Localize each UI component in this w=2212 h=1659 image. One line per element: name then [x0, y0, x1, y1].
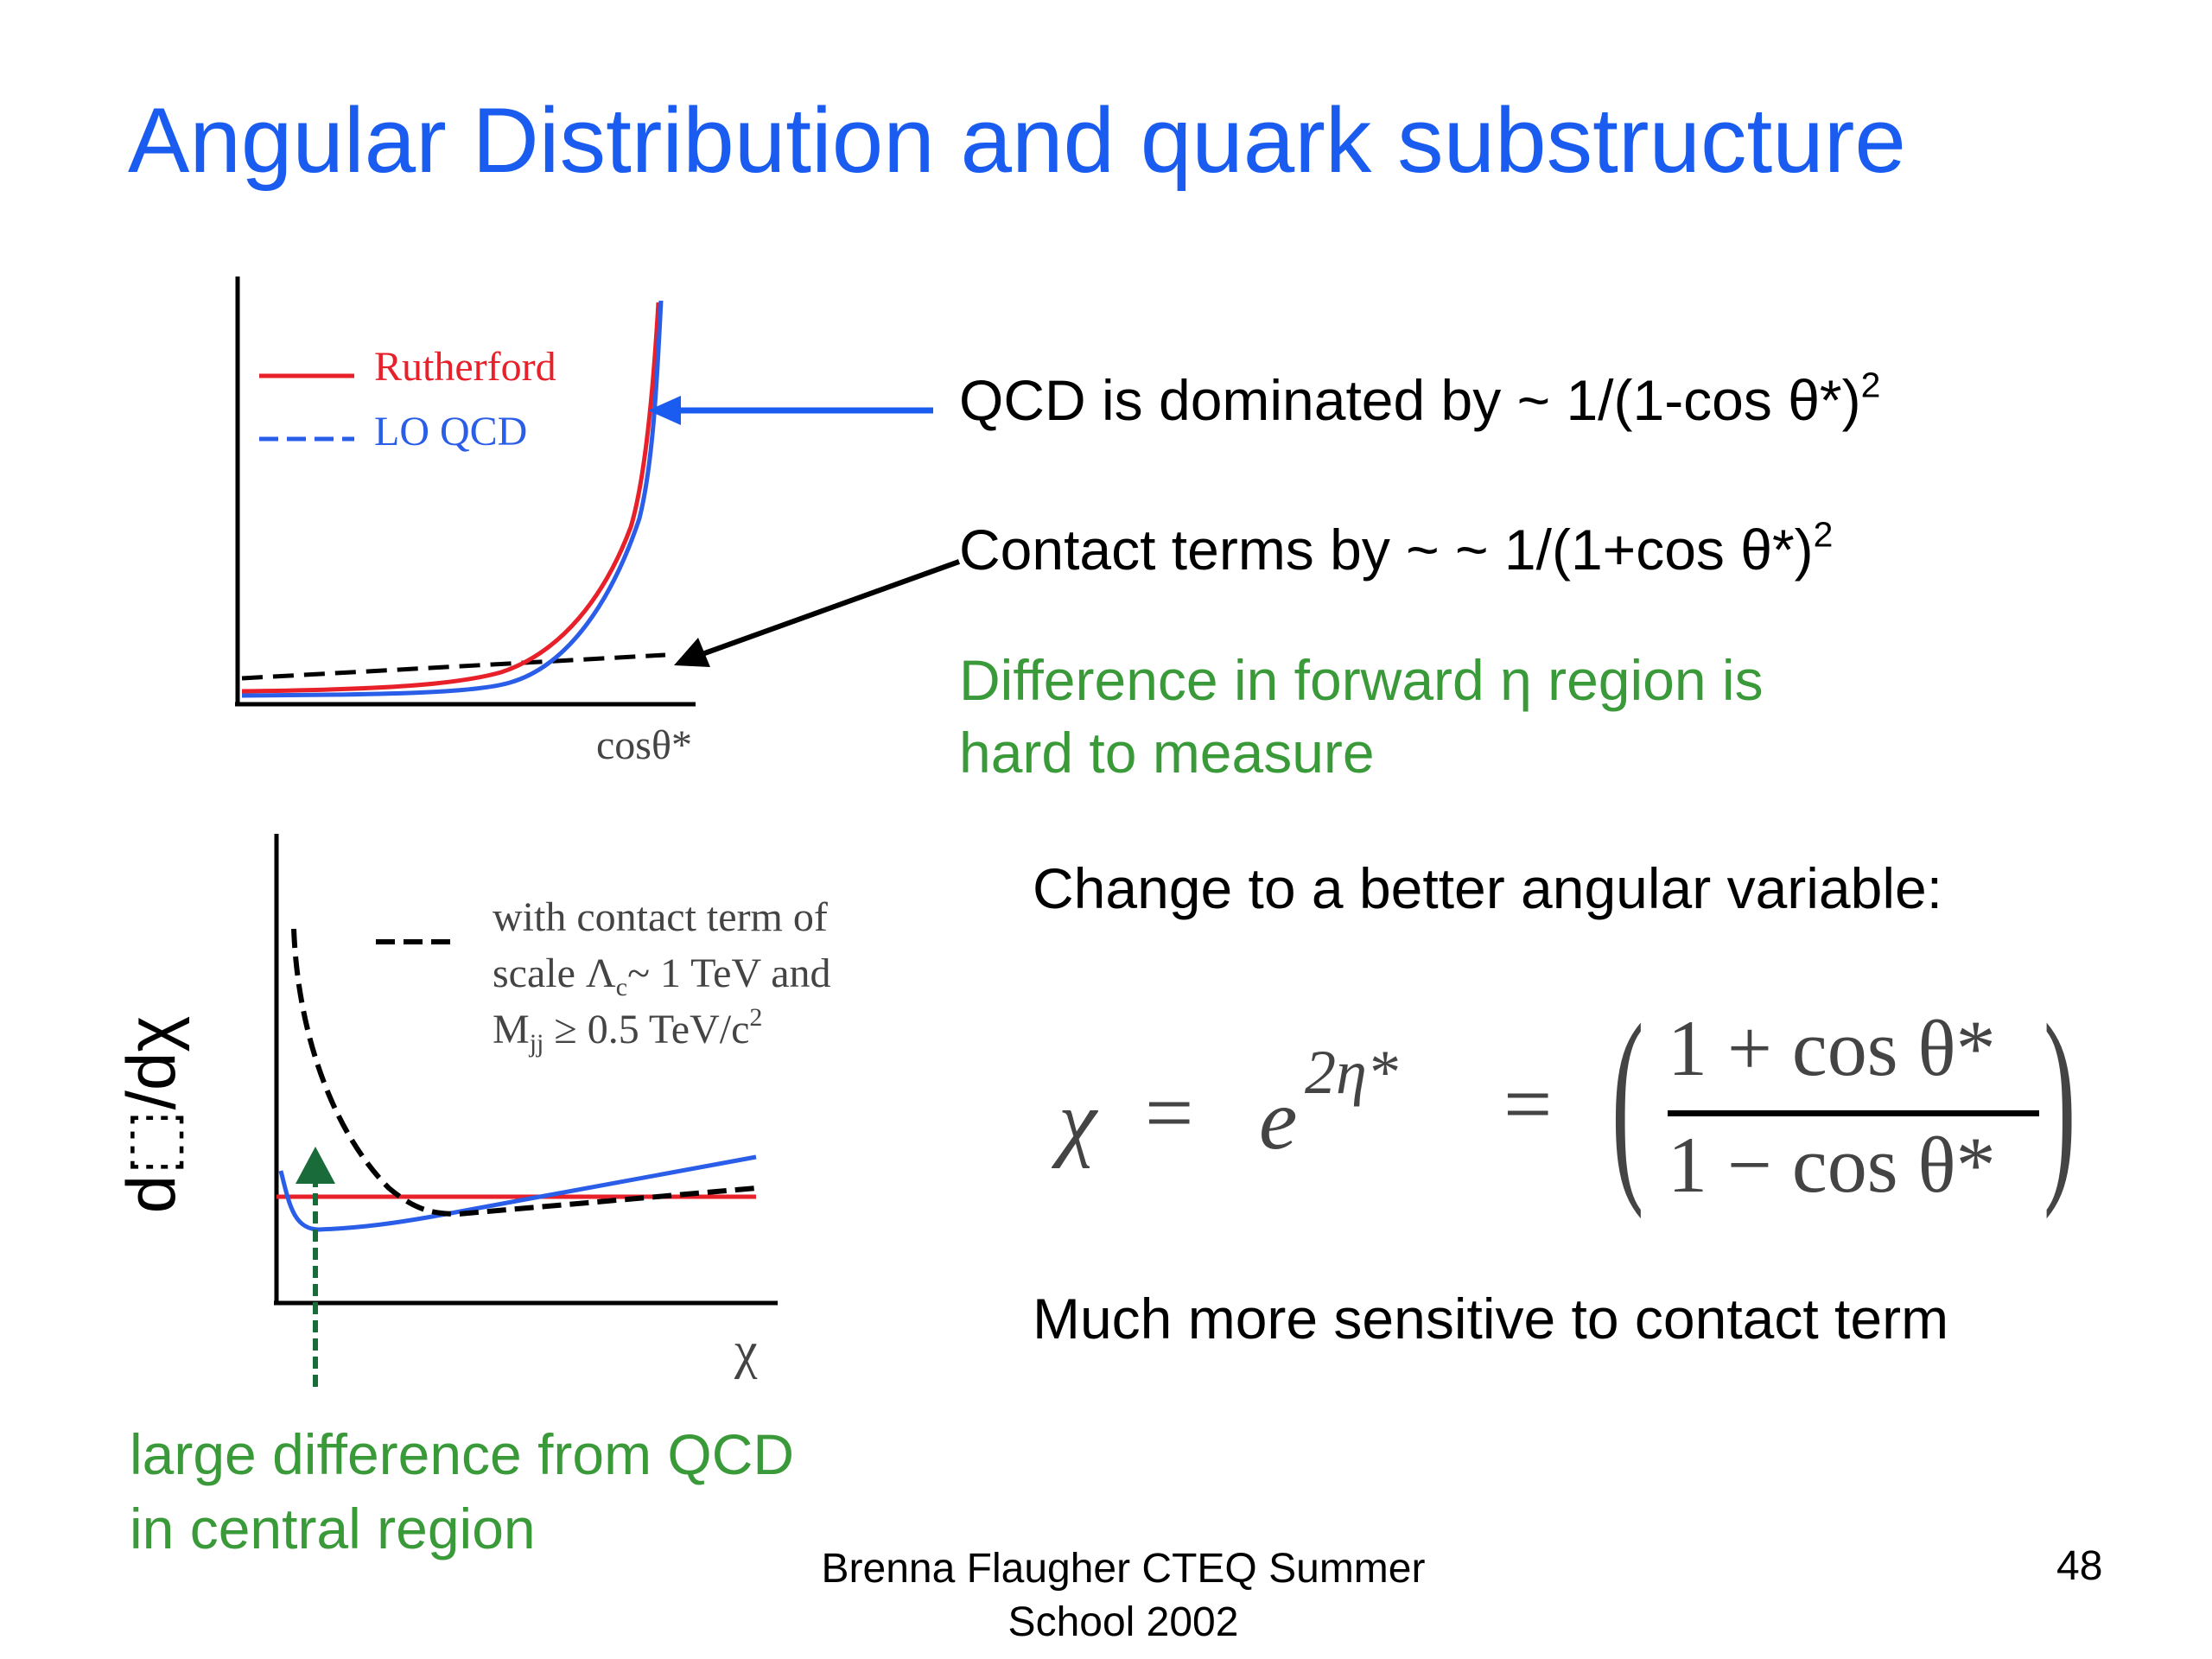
central-region-arrow-head	[296, 1147, 335, 1184]
contact-terms-text: Contact terms by ~ ~ 1/(1+cos θ*)2	[959, 517, 1833, 582]
qcd-arrow	[648, 396, 933, 425]
formula-fraction-bar	[1668, 1110, 2039, 1116]
contact-legend-line2: scale Λc~ 1 TeV and	[493, 950, 831, 1001]
rutherford-curve	[241, 302, 661, 694]
legend-rutherford-label: Rutherford	[374, 344, 556, 390]
formula-eq1: =	[1145, 1065, 1194, 1160]
footer-text: Brenna Flaugher CTEQ Summer School 2002	[760, 1542, 1486, 1649]
central-note: large difference from QCD in central reg…	[130, 1417, 794, 1566]
formula-right-paren: )	[2044, 981, 2076, 1220]
formula-exp: 2η*	[1305, 1038, 1398, 1107]
contact-terms-main: Contact terms by ~ ~ 1/(1+cos θ*)	[959, 518, 1814, 582]
central-note-line1: large difference from QCD	[130, 1422, 795, 1486]
formula-denominator: 1 − cos θ*	[1668, 1121, 1996, 1209]
central-note-line2: in central region	[130, 1497, 536, 1560]
formula-eq2: =	[1503, 1056, 1553, 1152]
lo-qcd-curve	[241, 300, 664, 698]
formula-chi: χ	[1058, 1073, 1096, 1169]
sensitive-text: Much more sensitive to contact term	[1033, 1287, 1949, 1351]
contact-term-curve	[241, 652, 666, 681]
bottom-x-label: χ	[734, 1322, 758, 1379]
bottom-chi-chart: with contact term of scale Λc~ 1 TeV and…	[274, 834, 831, 1387]
contact-terms-exp: 2	[1813, 514, 1834, 555]
contact-legend-line3: Mjj ≥ 0.5 TeV/c2	[493, 1003, 762, 1058]
top-angular-chart: Rutherford LO QCD cosθ*	[235, 276, 696, 768]
forward-note: Difference in forward η region is hard t…	[959, 644, 1764, 789]
formula-left-paren: (	[1611, 981, 1644, 1220]
bottom-y-label: d⬚/dχ	[112, 1015, 190, 1214]
forward-note-line1: Difference in forward η region is	[959, 648, 1764, 712]
change-variable-text: Change to a better angular variable:	[1033, 856, 1943, 920]
blue-chi-curve	[278, 1154, 757, 1232]
formula-numerator: 1 + cos θ*	[1668, 1004, 1996, 1092]
legend-loqcd-label: LO QCD	[374, 409, 527, 454]
top-x-label: cosθ*	[596, 722, 692, 768]
contact-legend-line1: with contact term of	[493, 894, 828, 940]
qcd-dominated-main: QCD is dominated by ~ 1/(1-cos θ*)	[959, 368, 1861, 432]
footer-line2: School 2002	[1007, 1599, 1239, 1645]
qcd-dominated-text: QCD is dominated by ~ 1/(1-cos θ*)2	[959, 367, 1880, 433]
slide-title: Angular Distribution and quark substruct…	[128, 88, 1906, 192]
page-number: 48	[2056, 1543, 2103, 1589]
qcd-dominated-exp: 2	[1860, 365, 1881, 405]
chi-formula: χ = e 2η* = ( 1 + cos θ* 1 − cos θ* )	[1058, 981, 2095, 1227]
forward-note-line2: hard to measure	[959, 721, 1375, 785]
contact-arrow	[674, 559, 961, 667]
footer-line1: Brenna Flaugher CTEQ Summer	[821, 1546, 1426, 1592]
formula-e: e	[1259, 1071, 1298, 1167]
